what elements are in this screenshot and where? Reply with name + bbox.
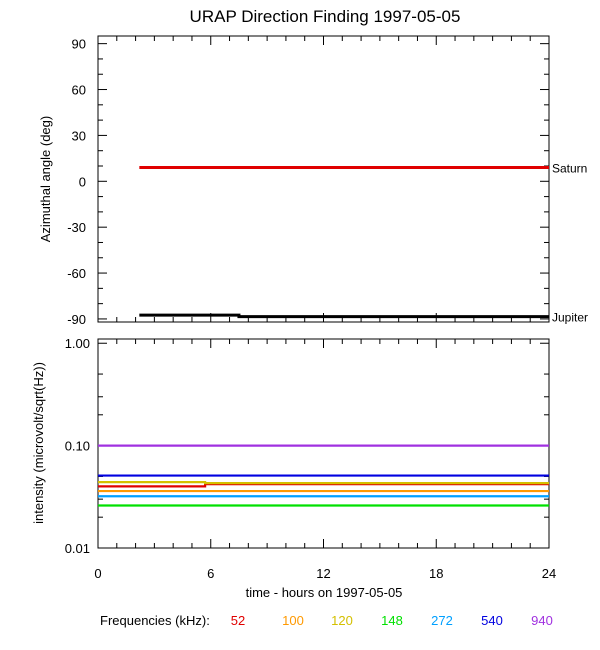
bottom-panel-frame	[97, 338, 550, 549]
x-tick-label: 12	[316, 566, 330, 581]
intensity-series-120	[98, 481, 549, 485]
bottom-y-tick-label: 0.01	[65, 541, 90, 556]
legend: Frequencies (kHz): 52 100 120 148 272 540 940	[100, 613, 553, 628]
top-y-tick-label: -60	[67, 266, 86, 281]
intensity-series-52	[98, 483, 549, 488]
x-tick-label: 18	[429, 566, 443, 581]
top-y-tick-label: -30	[67, 220, 86, 235]
bottom-x-ticks: 0 6 12 18 24	[94, 339, 556, 581]
series-label-jupiter: Jupiter	[552, 311, 588, 325]
legend-item-272: 272	[431, 613, 453, 628]
top-x-ticks	[97, 36, 550, 322]
series-line-jupiter	[139, 313, 549, 319]
top-panel-frame	[97, 35, 550, 323]
bottom-series	[98, 444, 549, 507]
top-y-tick-label: -90	[67, 312, 86, 327]
legend-item-52: 52	[231, 613, 245, 628]
legend-item-120: 120	[331, 613, 353, 628]
series-label-saturn: Saturn	[552, 162, 587, 176]
legend-item-100: 100	[282, 613, 304, 628]
top-y-axis-label: Azimuthal angle (deg)	[38, 116, 53, 242]
x-axis-label: time - hours on 1997-05-05	[246, 585, 403, 600]
legend-label: Frequencies (kHz):	[100, 613, 210, 628]
top-y-tick-label: 0	[79, 174, 86, 189]
top-y-tick-label: 30	[72, 128, 86, 143]
top-y-tick-label: 90	[72, 37, 86, 52]
top-y-tick-label: 60	[72, 83, 86, 98]
chart-title: URAP Direction Finding 1997-05-05	[190, 7, 461, 26]
x-tick-label: 0	[94, 566, 101, 581]
bottom-y-axis-label: intensity (microvolt/sqrt(Hz))	[31, 362, 46, 524]
top-series: Saturn Jupiter	[139, 162, 588, 325]
legend-item-540: 540	[481, 613, 503, 628]
top-y-ticks: 90 60 30 0 -30 -60 -90	[67, 37, 549, 327]
x-tick-label: 6	[207, 566, 214, 581]
bottom-y-tick-label: 1.00	[65, 336, 90, 351]
bottom-y-ticks: 1.00 0.10 0.01	[65, 336, 549, 556]
legend-item-148: 148	[381, 613, 403, 628]
x-tick-label: 24	[542, 566, 556, 581]
legend-item-940: 940	[531, 613, 553, 628]
bottom-y-tick-label: 0.10	[65, 439, 90, 454]
